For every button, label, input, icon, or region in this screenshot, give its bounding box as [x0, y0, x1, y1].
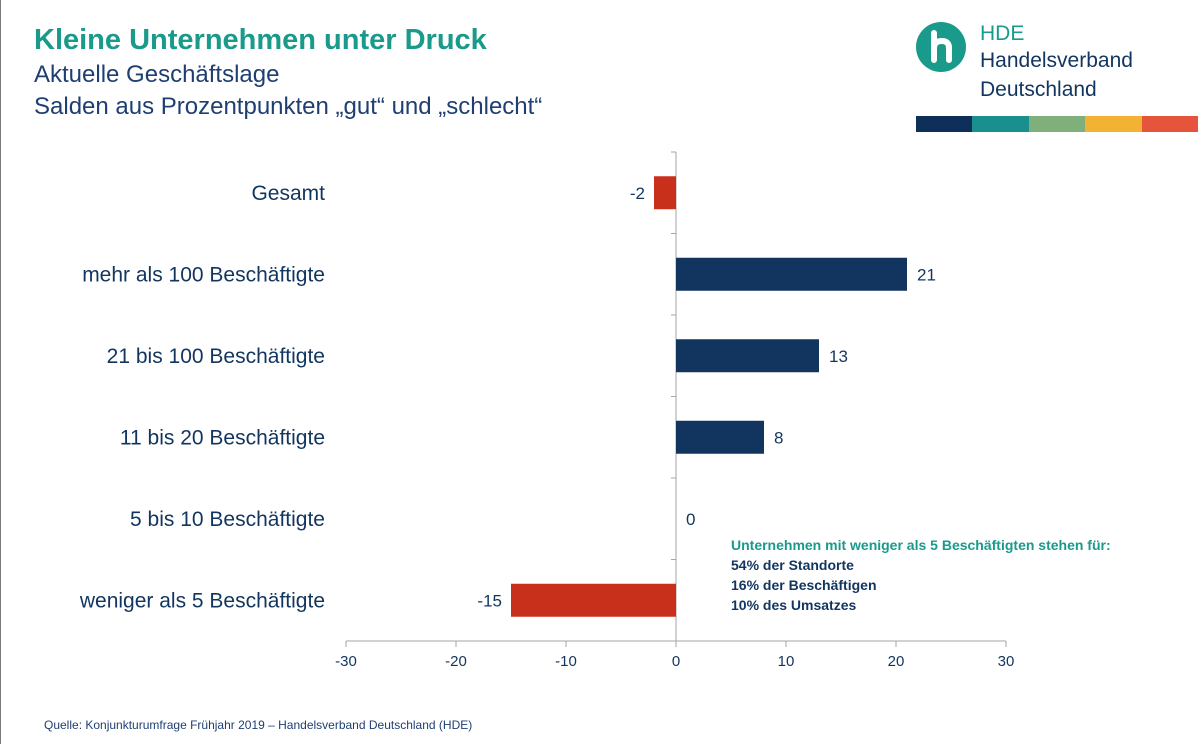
logo-stripe-segment	[1085, 116, 1143, 132]
bar	[511, 583, 676, 617]
page-title: Kleine Unternehmen unter Druck	[34, 24, 487, 56]
logo-stripe-segment	[972, 116, 1030, 132]
data-label: 0	[686, 510, 695, 529]
bar	[676, 420, 764, 454]
category-label: 5 bis 10 Beschäftigte	[130, 508, 325, 531]
note-line-beschaeftigte: 16% der Beschäftigen	[731, 577, 877, 593]
logo-line-1: Handelsverband	[980, 49, 1133, 72]
x-tick-label: -20	[445, 653, 467, 670]
x-tick-label: 0	[672, 653, 680, 670]
category-label: weniger als 5 Beschäftigte	[79, 589, 325, 612]
subtitle-line-1: Aktuelle Geschäftslage	[34, 61, 280, 88]
info-note: Unternehmen mit weniger als 5 Beschäftig…	[731, 535, 1111, 615]
bar	[676, 339, 819, 373]
category-label: 21 bis 100 Beschäftigte	[107, 345, 325, 368]
logo-abbr: HDE	[980, 22, 1025, 45]
note-heading: Unternehmen mit weniger als 5 Beschäftig…	[731, 537, 1111, 553]
logo-stripe-segment	[1028, 116, 1086, 132]
data-label: 13	[829, 347, 848, 366]
x-tick-label: 10	[778, 653, 795, 670]
logo-stripe-segment	[916, 116, 973, 132]
data-label: -2	[630, 184, 645, 203]
subtitle-line-2: Salden aus Prozentpunkten „gut“ und „sch…	[34, 93, 543, 120]
data-label: 21	[917, 265, 936, 284]
note-line-umsatz: 10% des Umsatzes	[731, 597, 857, 613]
x-tick-label: 30	[998, 653, 1015, 670]
left-border	[0, 0, 1, 744]
source-note: Quelle: Konjunkturumfrage Frühjahr 2019 …	[44, 718, 473, 732]
x-tick-label: 20	[888, 653, 905, 670]
category-label: mehr als 100 Beschäftigte	[82, 263, 325, 286]
bar	[676, 257, 907, 291]
note-line-standorte: 54% der Standorte	[731, 557, 854, 573]
data-label: -15	[477, 591, 502, 610]
data-label: 8	[774, 428, 783, 447]
logo-stripe-segment	[1141, 116, 1198, 132]
category-label: 11 bis 20 Beschäftigte	[120, 426, 325, 449]
x-tick-label: -30	[335, 653, 357, 670]
bar	[654, 176, 676, 210]
category-label: Gesamt	[251, 182, 325, 205]
hde-logo-icon	[916, 22, 966, 72]
logo-line-2: Deutschland	[980, 78, 1097, 101]
x-tick-label: -10	[555, 653, 577, 670]
hde-logo: HDE Handelsverband Deutschland	[916, 22, 1198, 132]
